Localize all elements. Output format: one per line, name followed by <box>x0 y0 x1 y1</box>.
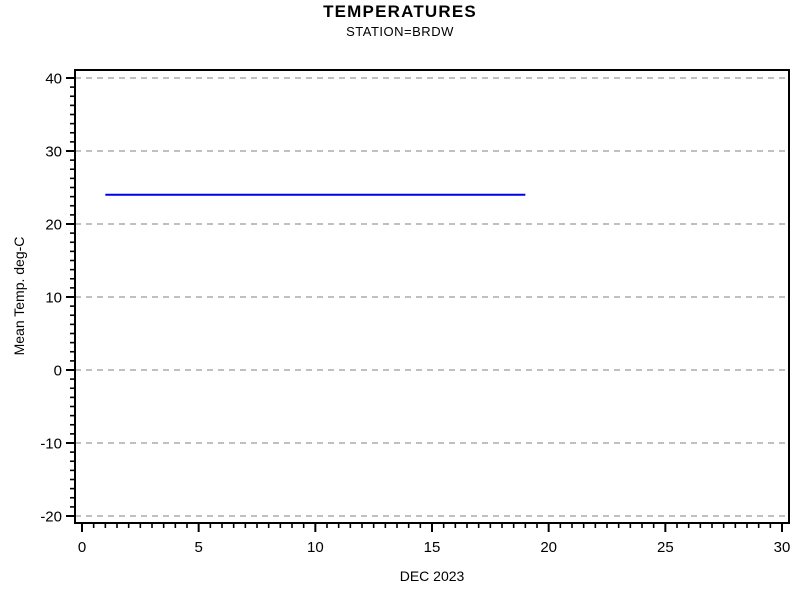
y-axis-title: Mean Temp. deg-C <box>11 236 27 356</box>
y-tick-label: -10 <box>40 436 62 453</box>
y-tick-label: 30 <box>45 144 62 161</box>
y-tick-label: -20 <box>40 509 62 526</box>
chart-subtitle: STATION=BRDW <box>346 24 454 39</box>
x-axis-title: DEC 2023 <box>399 568 465 584</box>
x-tick-label: 25 <box>657 539 674 556</box>
x-tick-label: 20 <box>540 539 557 556</box>
x-tick-label: 10 <box>307 539 324 556</box>
y-tick-label: 0 <box>54 363 62 380</box>
chart-title: TEMPERATURES <box>323 2 477 21</box>
x-tick-label: 15 <box>424 539 441 556</box>
y-tick-label: 40 <box>45 71 62 88</box>
y-tick-label: 10 <box>45 290 62 307</box>
y-tick-label: 20 <box>45 217 62 234</box>
x-tick-label: 5 <box>194 539 202 556</box>
x-tick-label: 0 <box>78 539 86 556</box>
x-tick-label: 30 <box>774 539 791 556</box>
